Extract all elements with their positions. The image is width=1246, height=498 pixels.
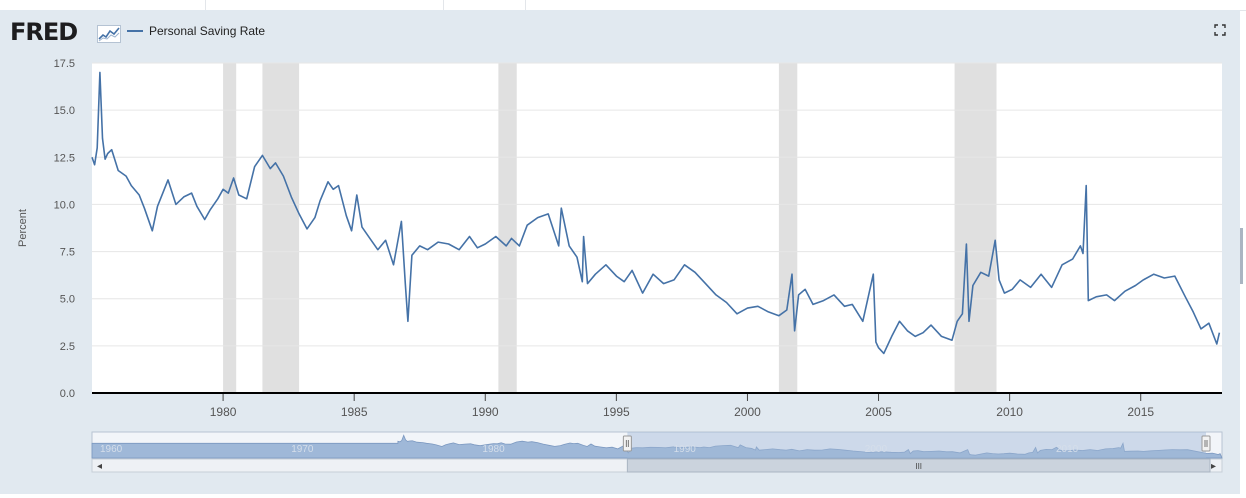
y-tick-label: 5.0 (60, 294, 75, 306)
x-tick-label: 2010 (996, 405, 1023, 419)
navigator-axis-label: 1980 (482, 444, 505, 455)
chart-legend[interactable]: Personal Saving Rate (127, 24, 265, 38)
x-tick-label: 1985 (341, 405, 368, 419)
x-tick-label: 2015 (1127, 405, 1154, 419)
scroll-right-arrow[interactable]: ▸ (1211, 461, 1216, 472)
legend-series-label: Personal Saving Rate (149, 24, 266, 38)
range-navigator[interactable]: 1960 1970 1980 1990 2000 2010 III ◂ ▸ (91, 431, 1223, 473)
navigator-axis-label: 1960 (100, 444, 123, 455)
scroll-left-arrow[interactable]: ◂ (97, 461, 102, 472)
series-line-personal-saving-rate (91, 71, 1221, 355)
x-tick-label: 1990 (472, 405, 499, 419)
x-tick-label: 1980 (210, 405, 237, 419)
recession-band (223, 63, 237, 393)
tab-divider (205, 0, 206, 10)
page-edge-scroll (1240, 228, 1243, 284)
navigator-axis-label: 2000 (865, 444, 888, 455)
tab-divider (525, 0, 526, 10)
navigator-axis-label: 1990 (674, 444, 697, 455)
fred-logo-graph-icon (97, 25, 121, 43)
y-tick-label: 12.5 (54, 152, 75, 164)
navigator-axis-label: 1970 (291, 444, 314, 455)
y-tick-label: 7.5 (60, 247, 75, 259)
x-tick-label: 2005 (865, 405, 892, 419)
recession-band (954, 63, 997, 393)
recession-band (498, 63, 517, 393)
x-tick-label: 2000 (734, 405, 761, 419)
fullscreen-icon[interactable] (1214, 24, 1226, 36)
scrollbar-grip: III (915, 462, 922, 471)
legend-swatch (127, 30, 143, 32)
recession-band (262, 63, 300, 393)
fred-logo[interactable]: FRED (10, 18, 78, 46)
navigator-handle-left[interactable] (622, 435, 632, 452)
navigator-selected-range[interactable] (627, 432, 1206, 458)
y-tick-label: 17.5 (54, 58, 75, 70)
navigator-axis-label: 2010 (1056, 444, 1079, 455)
y-tick-label: 2.5 (60, 341, 75, 353)
tab-divider (443, 0, 444, 10)
recession-band (778, 63, 798, 393)
plot-area (92, 63, 1222, 393)
navigator-handle-right[interactable] (1201, 435, 1211, 452)
y-tick-label: 10.0 (54, 199, 75, 211)
y-axis-label: Percent (17, 209, 29, 247)
y-tick-label: 0.0 (60, 388, 75, 400)
y-tick-label: 15.0 (54, 105, 75, 117)
scrollbar-thumb[interactable] (626, 458, 1211, 473)
x-tick-label: 1995 (603, 405, 630, 419)
navigator-series-area (91, 434, 1223, 459)
